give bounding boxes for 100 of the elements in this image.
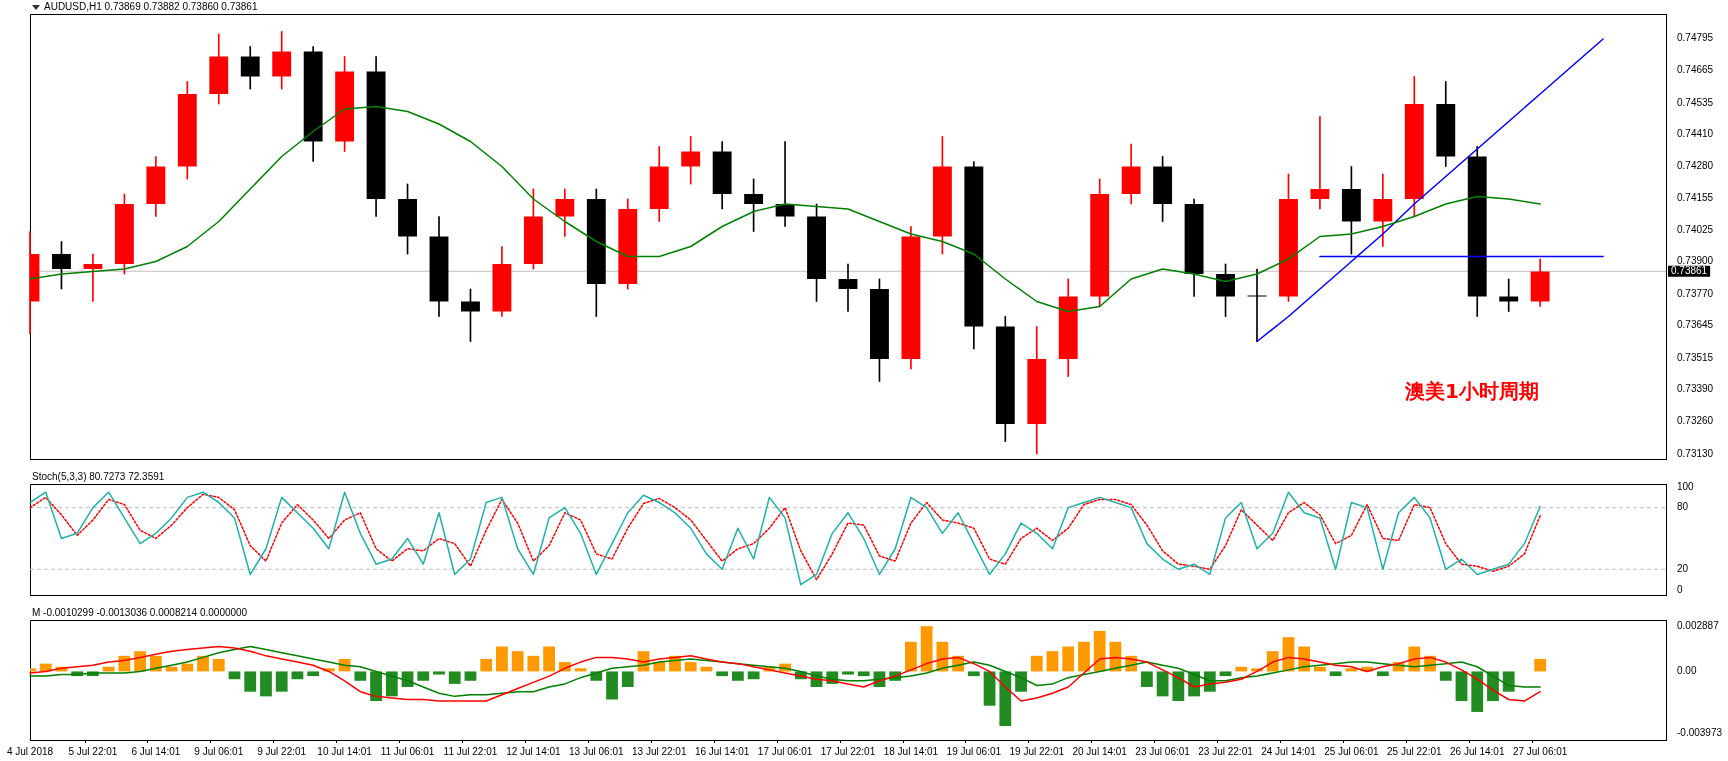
bar (496, 646, 508, 672)
x-tick-label: 17 Jul 06:01 (757, 745, 813, 757)
bar (621, 671, 634, 688)
bar (275, 671, 288, 692)
bar (417, 671, 430, 681)
x-tick-label: 10 Jul 14:01 (317, 745, 373, 757)
bar (999, 671, 1012, 726)
bar (1030, 655, 1043, 672)
bar (967, 671, 980, 677)
y-tick-label: 0.002887 (1677, 620, 1720, 632)
y-tick-label: 0.74535 (1677, 96, 1714, 108)
bar (1329, 671, 1342, 677)
x-tick-label: 9 Jul 06:01 (194, 745, 244, 757)
bar (1219, 671, 1232, 677)
bar (1534, 658, 1547, 672)
ref-line-label: 0.73861 (1671, 265, 1708, 276)
bar (228, 671, 241, 680)
bar (716, 671, 729, 677)
bar (291, 671, 304, 680)
x-tick-label: 13 Jul 22:01 (631, 745, 687, 757)
candlestick (1247, 268, 1267, 342)
chart-title: AUDUSD,H1 0.73869 0.73882 0.73860 0.73861 (44, 1, 258, 12)
y-tick-label: 0.00 (1677, 665, 1697, 677)
y-tick-label: 0.74155 (1677, 191, 1714, 203)
candlestick (838, 263, 858, 312)
bar (480, 658, 493, 672)
x-tick-label: 23 Jul 06:01 (1135, 745, 1191, 757)
y-tick-label: 0.73645 (1677, 319, 1714, 330)
y-tick-label: 0.73515 (1677, 351, 1714, 363)
x-tick-label: 24 Jul 14:01 (1261, 745, 1317, 757)
y-tick-label: 0.73900 (1677, 255, 1714, 267)
bar (905, 641, 917, 672)
bar (1062, 646, 1075, 672)
bar (731, 671, 744, 681)
chart-title: Stoch(5,3,3) 80.7273 72.3591 (32, 471, 165, 482)
bar (1455, 671, 1468, 702)
y-tick-label: 0.73260 (1677, 415, 1714, 427)
bar (606, 671, 618, 700)
bar (1172, 671, 1185, 702)
bar (684, 662, 697, 672)
x-tick-label: 17 Jul 22:01 (820, 745, 876, 757)
bar (1376, 671, 1389, 677)
x-tick-label: 19 Jul 22:01 (1009, 745, 1065, 757)
bar (1439, 671, 1452, 681)
bar (134, 651, 147, 672)
y-tick-label: 0.73770 (1677, 287, 1714, 299)
y-tick-label: 80 (1677, 501, 1689, 513)
x-tick-label: 18 Jul 14:01 (883, 745, 939, 757)
x-tick-label: 26 Jul 14:01 (1449, 745, 1505, 757)
bar (936, 641, 949, 672)
bar (181, 663, 194, 672)
bar (527, 655, 540, 672)
bar (1345, 668, 1358, 672)
y-tick-label: 0.74795 (1677, 31, 1714, 43)
bar (448, 671, 461, 684)
bar (857, 671, 870, 677)
x-tick-label: 4 Jul 2018 (6, 745, 54, 757)
bar (1156, 671, 1169, 697)
bar (1015, 671, 1027, 692)
x-tick-label: 25 Jul 22:01 (1387, 745, 1442, 757)
x-tick-label: 12 Jul 14:01 (506, 745, 562, 757)
x-tick-label: 13 Jul 06:01 (569, 745, 624, 757)
x-tick-label: 11 Jul 22:01 (443, 745, 498, 757)
bar (1078, 641, 1090, 672)
bar (842, 671, 854, 675)
x-tick-label: 20 Jul 14:01 (1072, 745, 1128, 757)
bar (464, 671, 477, 681)
x-tick-label: 6 Jul 14:01 (131, 745, 181, 757)
x-tick-label: 23 Jul 22:01 (1198, 745, 1254, 757)
bar (1471, 671, 1484, 712)
x-tick-label: 16 Jul 14:01 (694, 745, 750, 757)
candlestick (1499, 278, 1519, 312)
bar (354, 671, 367, 681)
x-tick-label: 19 Jul 06:01 (946, 745, 1002, 757)
bar (920, 626, 933, 672)
bar (244, 671, 257, 692)
bar (1093, 630, 1106, 672)
x-tick-label: 9 Jul 22:01 (257, 745, 307, 757)
y-tick-label: 100 (1677, 480, 1695, 492)
bar (511, 651, 524, 672)
bar (1046, 651, 1059, 672)
bar (385, 671, 398, 697)
x-tick-label: 25 Jul 06:01 (1324, 745, 1380, 757)
y-tick-label: 0.73130 (1677, 447, 1714, 459)
y-tick-label: 0.74025 (1677, 224, 1714, 235)
y-tick-label: 0 (1677, 583, 1683, 595)
bar (747, 671, 760, 680)
bar (433, 671, 445, 675)
candlestick (775, 141, 795, 227)
x-tick-label: 5 Jul 22:01 (68, 745, 118, 757)
x-tick-label: 11 Jul 06:01 (380, 745, 435, 757)
y-tick-label: 0.74665 (1677, 64, 1714, 75)
bar (260, 671, 272, 697)
y-tick-label: -0.003973 (1677, 727, 1723, 739)
bar (307, 671, 320, 677)
x-tick-label: 27 Jul 06:01 (1512, 745, 1568, 757)
chart-title: M -0.0010299 -0.0013036 0.0008214 0.0000000 (32, 607, 248, 618)
y-tick-label: 0.73390 (1677, 382, 1714, 394)
y-tick-label: 0.74280 (1677, 160, 1714, 172)
y-tick-label: 20 (1677, 563, 1689, 575)
